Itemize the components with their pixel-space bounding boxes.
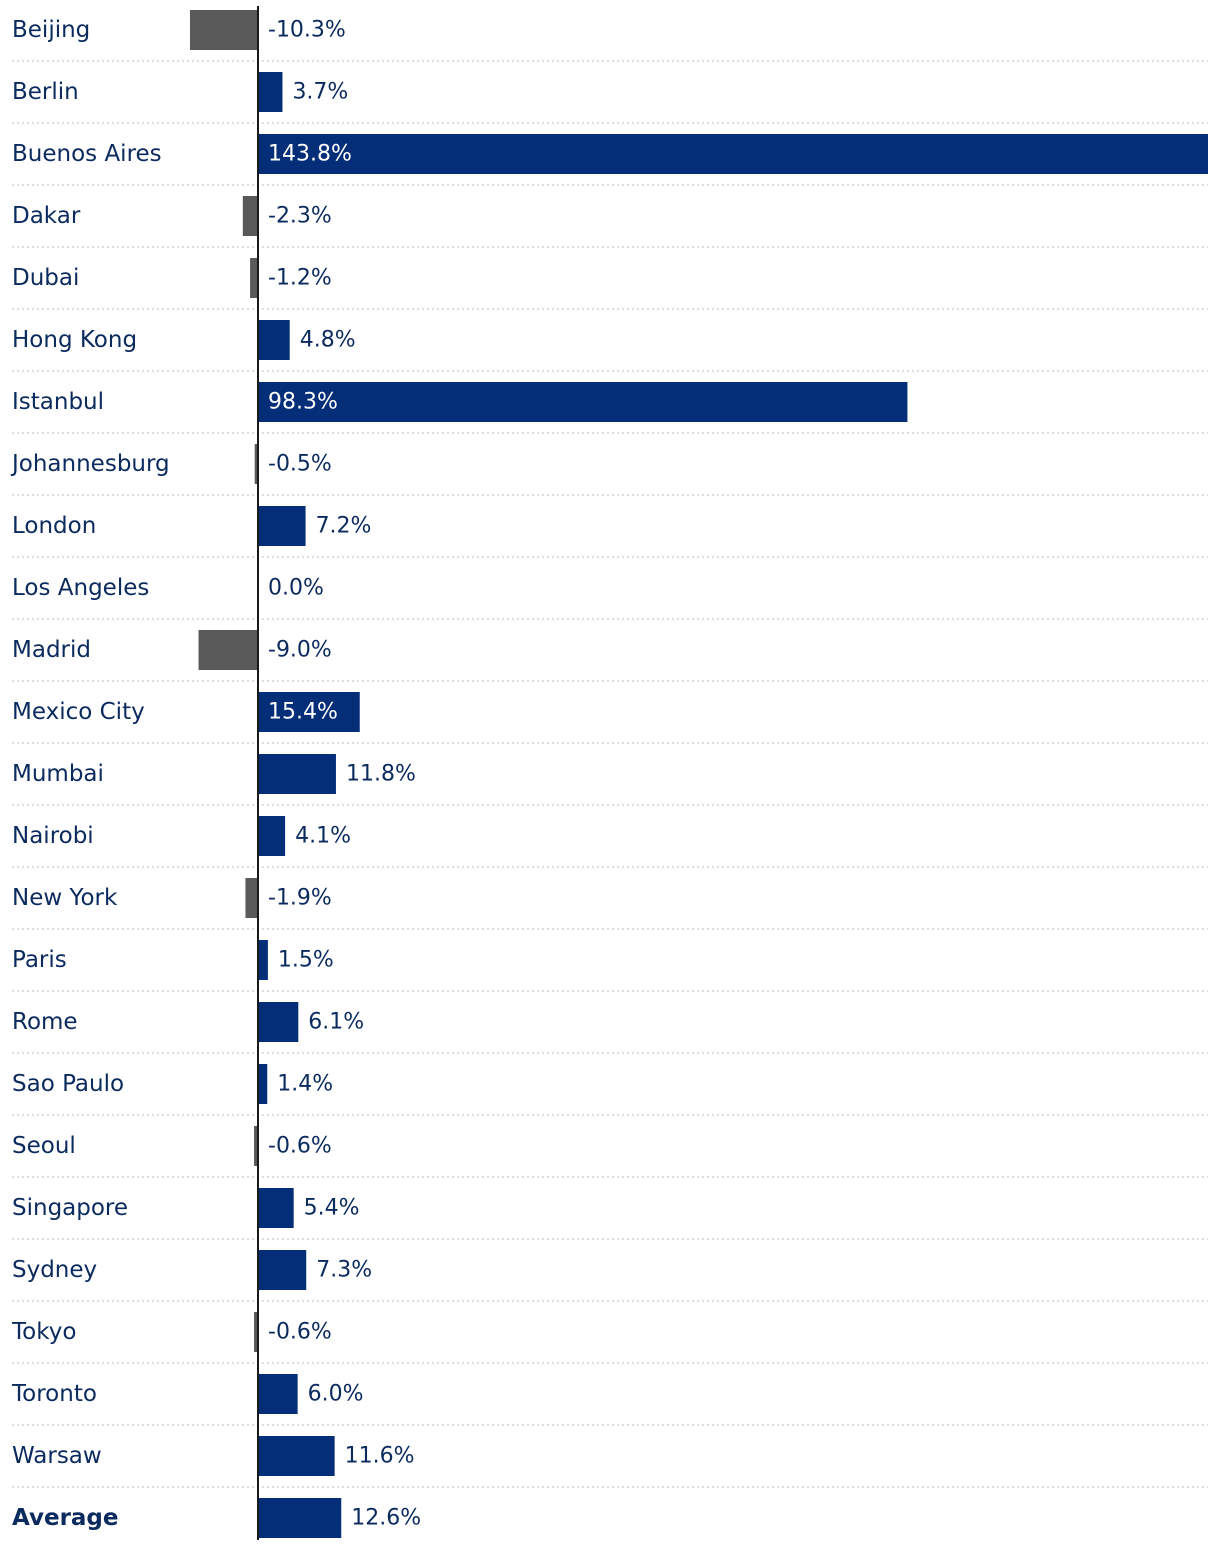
value-label-dubai: -1.2% (268, 266, 332, 291)
bar-johannesburg (254, 444, 258, 484)
bar-singapore (258, 1188, 294, 1228)
category-label-seoul: Seoul (12, 1133, 76, 1159)
value-label-madrid: -9.0% (268, 638, 332, 663)
category-label-nairobi: Nairobi (12, 823, 94, 849)
category-label-dubai: Dubai (12, 265, 79, 291)
bar-dakar (242, 196, 258, 236)
gridlines (12, 60, 1208, 1488)
bar-istanbul (258, 382, 908, 422)
category-label-london: London (12, 513, 96, 539)
bar-mumbai (258, 754, 336, 794)
bar-dubai (250, 258, 258, 298)
bar-beijing (189, 10, 258, 50)
value-label-rome: 6.1% (308, 1010, 364, 1035)
value-labels: -10.3% 3.7% 143.8% -2.3% -1.2% 4.8% 98.3% -0.5%… (268, 18, 421, 1531)
category-label-johannesburg: Johannesburg (10, 451, 170, 477)
bar-seoul (254, 1126, 258, 1166)
bars (189, 10, 1208, 1538)
category-label-mexico-city: Mexico City (12, 699, 145, 725)
category-label-dakar: Dakar (12, 203, 81, 229)
category-label-berlin: Berlin (12, 79, 79, 105)
value-label-average: 12.6% (351, 1506, 421, 1531)
value-label-nairobi: 4.1% (295, 824, 351, 849)
bar-sao-paulo (258, 1064, 268, 1104)
bar-paris (258, 940, 268, 980)
value-label-berlin: 3.7% (292, 80, 348, 105)
category-label-average: Average (12, 1505, 119, 1531)
bar-rome (258, 1002, 299, 1042)
category-label-rome: Rome (12, 1009, 78, 1035)
category-label-tokyo: Tokyo (11, 1319, 76, 1345)
category-label-new-york: New York (12, 885, 118, 911)
category-label-mumbai: Mumbai (12, 761, 104, 787)
bar-mexico-city (258, 692, 360, 732)
value-label-toronto: 6.0% (308, 1382, 364, 1407)
value-label-sydney: 7.3% (316, 1258, 372, 1283)
value-label-sao-paulo: 1.4% (277, 1072, 333, 1097)
value-label-tokyo: -0.6% (268, 1320, 332, 1345)
value-label-seoul: -0.6% (268, 1134, 332, 1159)
value-label-buenos-aires: 143.8% (268, 142, 352, 167)
bar-berlin (258, 72, 283, 112)
value-label-dakar: -2.3% (268, 204, 332, 229)
value-label-warsaw: 11.6% (345, 1444, 415, 1469)
bar-hong-kong (258, 320, 290, 360)
category-label-warsaw: Warsaw (12, 1443, 102, 1469)
value-label-mexico-city: 15.4% (268, 700, 338, 725)
value-label-mumbai: 11.8% (346, 762, 416, 787)
bar-average (258, 1498, 342, 1538)
category-label-istanbul: Istanbul (12, 389, 104, 415)
value-label-hong-kong: 4.8% (300, 328, 356, 353)
category-label-singapore: Singapore (12, 1195, 128, 1221)
category-label-toronto: Toronto (11, 1381, 97, 1407)
bar-new-york (245, 878, 258, 918)
value-label-istanbul: 98.3% (268, 390, 338, 415)
value-label-johannesburg: -0.5% (268, 452, 332, 477)
bar-sydney (258, 1250, 307, 1290)
value-label-singapore: 5.4% (304, 1196, 360, 1221)
value-label-new-york: -1.9% (268, 886, 332, 911)
category-label-buenos-aires: Buenos Aires (12, 141, 162, 167)
bar-tokyo (254, 1312, 258, 1352)
category-labels: Beijing Berlin Buenos Aires Dakar Dubai Hong … (10, 17, 170, 1531)
bar-toronto (258, 1374, 298, 1414)
bar-london (258, 506, 306, 546)
category-label-sao-paulo: Sao Paulo (12, 1071, 124, 1097)
category-label-beijing: Beijing (12, 17, 90, 43)
bar-warsaw (258, 1436, 335, 1476)
value-label-los-angeles: 0.0% (268, 576, 324, 601)
bar-buenos-aires (258, 134, 1208, 174)
value-label-london: 7.2% (316, 514, 372, 539)
category-label-hong-kong: Hong Kong (12, 327, 137, 353)
category-label-los-angeles: Los Angeles (12, 575, 149, 601)
category-label-paris: Paris (12, 947, 67, 973)
bar-madrid (198, 630, 258, 670)
value-label-paris: 1.5% (278, 948, 334, 973)
value-label-beijing: -10.3% (268, 18, 346, 43)
category-label-madrid: Madrid (12, 637, 91, 663)
category-label-sydney: Sydney (12, 1257, 97, 1283)
bar-nairobi (258, 816, 286, 856)
